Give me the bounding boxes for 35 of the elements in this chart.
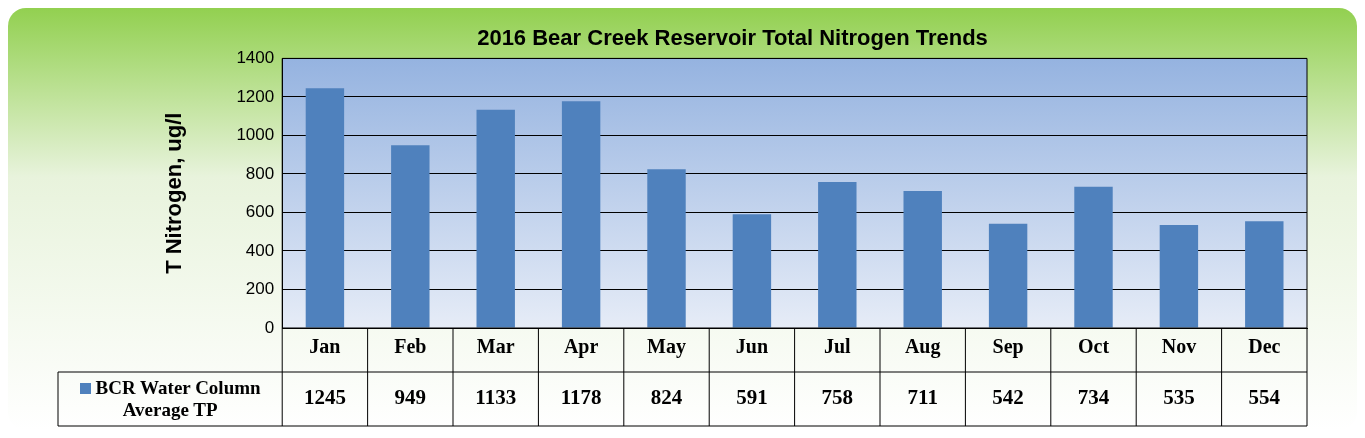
y-tick-label: 1200 bbox=[236, 86, 275, 106]
data-label: 591 bbox=[736, 385, 768, 410]
y-tick-label: 400 bbox=[245, 240, 275, 260]
y-tick-label: 1400 bbox=[236, 48, 275, 68]
y-tick-label: 800 bbox=[245, 163, 275, 183]
data-label: 1245 bbox=[303, 385, 346, 410]
data-label: 758 bbox=[821, 385, 854, 410]
data-label: 535 bbox=[1163, 385, 1195, 410]
data-label: 1178 bbox=[560, 385, 602, 410]
data-label: 734 bbox=[1077, 385, 1110, 410]
x-tick-label: Apr bbox=[563, 335, 599, 359]
data-label: 711 bbox=[907, 385, 938, 410]
data-label: 554 bbox=[1248, 385, 1281, 410]
data-label: 949 bbox=[394, 385, 427, 410]
x-tick-label: Oct bbox=[1077, 335, 1110, 358]
x-tick-label: Sep bbox=[992, 335, 1024, 359]
y-tick-label: 0 bbox=[264, 317, 275, 337]
x-tick-label: Mar bbox=[476, 335, 515, 358]
y-axis-title: T Nitrogen, ug/l bbox=[161, 112, 187, 274]
data-label: 1133 bbox=[475, 385, 517, 410]
x-tick-label: Jun bbox=[735, 335, 769, 358]
x-tick-label: Aug bbox=[904, 335, 941, 359]
y-tick-label: 600 bbox=[245, 202, 275, 222]
chart-title: 2016 Bear Creek Reservoir Total Nitrogen Trends bbox=[477, 25, 988, 51]
x-tick-label: May bbox=[647, 335, 686, 359]
data-label: 824 bbox=[650, 385, 683, 410]
x-tick-label: Nov bbox=[1161, 335, 1197, 358]
x-tick-label: Feb bbox=[394, 335, 427, 358]
x-tick-label: Jul bbox=[823, 335, 852, 358]
legend-label: BCR Water Column Average TP bbox=[95, 377, 261, 420]
x-tick-label: Jan bbox=[309, 335, 341, 358]
y-tick-label: 1000 bbox=[236, 125, 275, 145]
data-label: 542 bbox=[992, 385, 1024, 410]
x-tick-label: Dec bbox=[1248, 335, 1281, 358]
y-tick-label: 200 bbox=[245, 279, 275, 299]
